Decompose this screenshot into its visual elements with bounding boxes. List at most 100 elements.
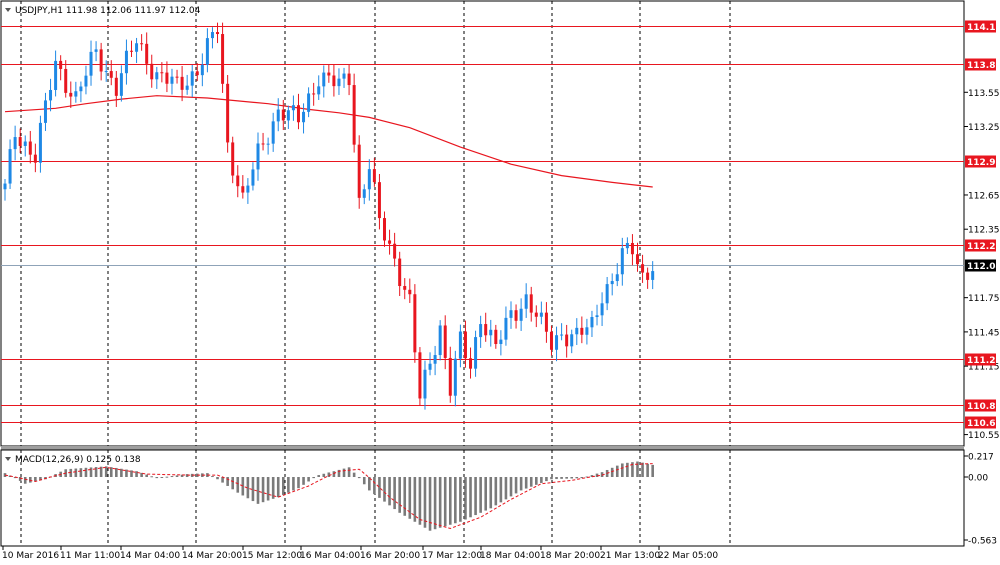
macd-tick-label: 0.217 (968, 453, 994, 463)
macd-bar (408, 477, 412, 519)
candle-body (155, 72, 159, 80)
macd-bar (327, 472, 331, 477)
macd-bar (499, 477, 503, 503)
candle-body (3, 183, 7, 190)
candle-body (124, 50, 128, 74)
candle-body (367, 169, 371, 190)
candle-body (251, 169, 255, 186)
panel-separator[interactable] (1, 446, 964, 450)
candle-body (458, 331, 462, 359)
macd-bar (79, 468, 83, 477)
price-tick-label: 112.35 (968, 226, 1000, 236)
macd-bar (226, 477, 229, 486)
level-tag-text: 112.21 (967, 242, 1000, 252)
macd-bar (469, 477, 472, 518)
macd-bar (646, 463, 649, 477)
candle-body (23, 141, 27, 146)
indicator-title-group: MACD(12,26,9) 0.125 0.138 (5, 455, 141, 465)
candle-body (479, 324, 483, 338)
macd-bar (580, 477, 584, 479)
macd-bar (535, 477, 538, 485)
macd-bar (575, 477, 579, 479)
candle-body (241, 186, 245, 193)
macd-bar (428, 477, 432, 531)
candle-body (651, 271, 655, 280)
symbol-title: USDJPY,H1 111.98 112.06 111.97 112.04 (15, 6, 201, 16)
macd-bar (610, 467, 614, 477)
macd-bar (150, 476, 154, 478)
time-tick-label: 15 Mar 12:00 (242, 551, 302, 561)
time-tick-label: 16 Mar 04:00 (300, 551, 360, 561)
candle-body (625, 242, 629, 249)
level-tag-text: 112.95 (967, 158, 1000, 168)
macd-bar (474, 477, 477, 516)
macd-bar (514, 477, 518, 494)
candle-body (190, 71, 194, 86)
current-price-tag-text: 112.04 (967, 262, 1000, 272)
candle-body (337, 78, 341, 87)
level-tag-112.21 (965, 239, 996, 252)
macd-bar (271, 477, 275, 499)
candle-body (59, 60, 63, 69)
candle-body (145, 43, 149, 64)
macd-bar (140, 472, 143, 477)
macd-bar (423, 477, 427, 528)
candle-body (79, 86, 83, 92)
candle-body (205, 38, 209, 65)
candle-body (104, 71, 108, 73)
candle-body (246, 185, 250, 193)
macd-bar (555, 477, 558, 480)
time-tick-label: 22 Mar 05:00 (658, 551, 718, 561)
macd-bar (443, 477, 447, 527)
macd-bar (39, 477, 42, 481)
candle-body (317, 86, 321, 95)
candle-body (499, 339, 503, 345)
macd-bar (388, 477, 391, 506)
candle-body (160, 72, 164, 74)
candle-body (565, 334, 569, 347)
candle-body (469, 358, 473, 369)
candle-body (443, 325, 447, 358)
candle-body (383, 218, 386, 241)
level-tag-110.81 (965, 399, 996, 412)
candle-body (524, 294, 528, 309)
candle-body (504, 317, 508, 340)
level-tag-text: 110.66 (967, 419, 1000, 429)
candle-body (236, 175, 240, 187)
time-tick-label: 18 Mar 04:00 (480, 551, 540, 561)
macd-bar (130, 470, 133, 477)
macd-bar (378, 477, 381, 498)
macd-bar (337, 469, 341, 477)
macd-bar (570, 477, 574, 479)
macd-bar (362, 477, 366, 485)
candle-body (296, 105, 300, 123)
macd-panel-border (0, 449, 965, 547)
price-tick-label: 110.55 (968, 431, 1000, 441)
candle-body (216, 32, 220, 35)
candle-body (514, 310, 518, 321)
candle-body (69, 92, 73, 97)
candle-body (529, 294, 533, 313)
candle-body (200, 64, 204, 76)
candle-body (362, 189, 366, 198)
macd-bar (261, 477, 265, 503)
candle-body (342, 73, 346, 79)
collapse-triangle-icon[interactable] (5, 8, 11, 12)
level-tag-112.95 (965, 155, 996, 168)
candle-body (590, 317, 594, 328)
candle-body (580, 327, 584, 335)
level-tag-110.66 (965, 416, 996, 429)
vertical-grid (20, 1, 731, 446)
price-tick-label: 113.25 (968, 123, 1000, 133)
candle-body (302, 111, 306, 123)
indicator-triangle-icon[interactable] (5, 457, 11, 461)
level-tag-text: 113.80 (967, 61, 1000, 71)
macd-tick-label: -0.563 (968, 537, 997, 547)
candle-body (185, 85, 189, 90)
candle-body (276, 109, 280, 122)
candle-body (453, 358, 457, 396)
candle-body (256, 143, 260, 170)
time-tick-label: 17 Mar 12:00 (422, 551, 482, 561)
macd-bar (418, 477, 422, 525)
